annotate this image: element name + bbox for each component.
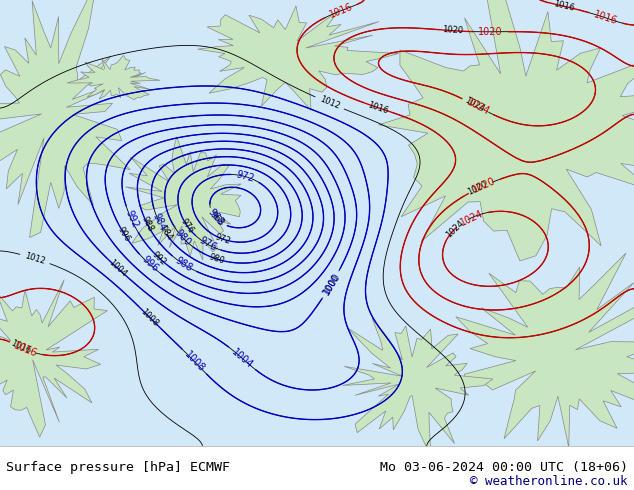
Text: 1004: 1004 (107, 258, 129, 279)
Text: 976: 976 (197, 235, 218, 253)
Text: 980: 980 (208, 252, 226, 266)
Text: 996: 996 (139, 254, 160, 274)
Text: 1004: 1004 (230, 346, 255, 370)
Text: 988: 988 (174, 255, 194, 273)
Polygon shape (343, 318, 493, 457)
Text: 980: 980 (172, 227, 193, 247)
Text: 1016: 1016 (553, 0, 575, 13)
Text: 992: 992 (150, 249, 168, 267)
Text: 1024: 1024 (444, 218, 466, 239)
Text: 972: 972 (214, 232, 232, 246)
Text: 968: 968 (205, 207, 225, 227)
Text: 996: 996 (116, 225, 133, 243)
Text: 972: 972 (235, 169, 256, 184)
Text: 976: 976 (179, 217, 196, 235)
Text: 1000: 1000 (321, 273, 340, 296)
Text: 992: 992 (123, 209, 140, 230)
Polygon shape (0, 0, 146, 238)
Text: 1008: 1008 (139, 307, 160, 328)
Text: 1016: 1016 (593, 9, 619, 26)
Text: 1024: 1024 (463, 96, 486, 114)
Text: 988: 988 (139, 215, 155, 233)
Text: 1024: 1024 (465, 97, 491, 117)
Text: 1012: 1012 (318, 95, 341, 111)
Text: 1020: 1020 (442, 25, 463, 36)
Text: 1016: 1016 (12, 340, 39, 359)
Polygon shape (378, 0, 634, 261)
Text: 1020: 1020 (478, 27, 503, 37)
Text: Surface pressure [hPa] ECMWF: Surface pressure [hPa] ECMWF (6, 462, 230, 474)
Polygon shape (0, 280, 107, 437)
Polygon shape (126, 137, 241, 260)
Text: 1012: 1012 (23, 251, 46, 266)
Text: Mo 03-06-2024 00:00 UTC (18+06): Mo 03-06-2024 00:00 UTC (18+06) (380, 462, 628, 474)
Text: 1020: 1020 (467, 180, 489, 197)
Polygon shape (67, 55, 160, 99)
Text: 1016: 1016 (366, 100, 389, 115)
Text: 984: 984 (157, 224, 174, 242)
Text: 1016: 1016 (328, 1, 354, 20)
Text: 968: 968 (208, 210, 226, 228)
Text: © weatheronline.co.uk: © weatheronline.co.uk (470, 475, 628, 488)
Text: 1020: 1020 (471, 176, 498, 195)
Text: 1008: 1008 (182, 349, 207, 374)
Text: 984: 984 (150, 211, 167, 232)
Polygon shape (198, 6, 398, 110)
Text: 1000: 1000 (321, 271, 342, 297)
Text: 1016: 1016 (10, 339, 32, 356)
Text: 1024: 1024 (458, 208, 485, 227)
Polygon shape (456, 253, 634, 447)
